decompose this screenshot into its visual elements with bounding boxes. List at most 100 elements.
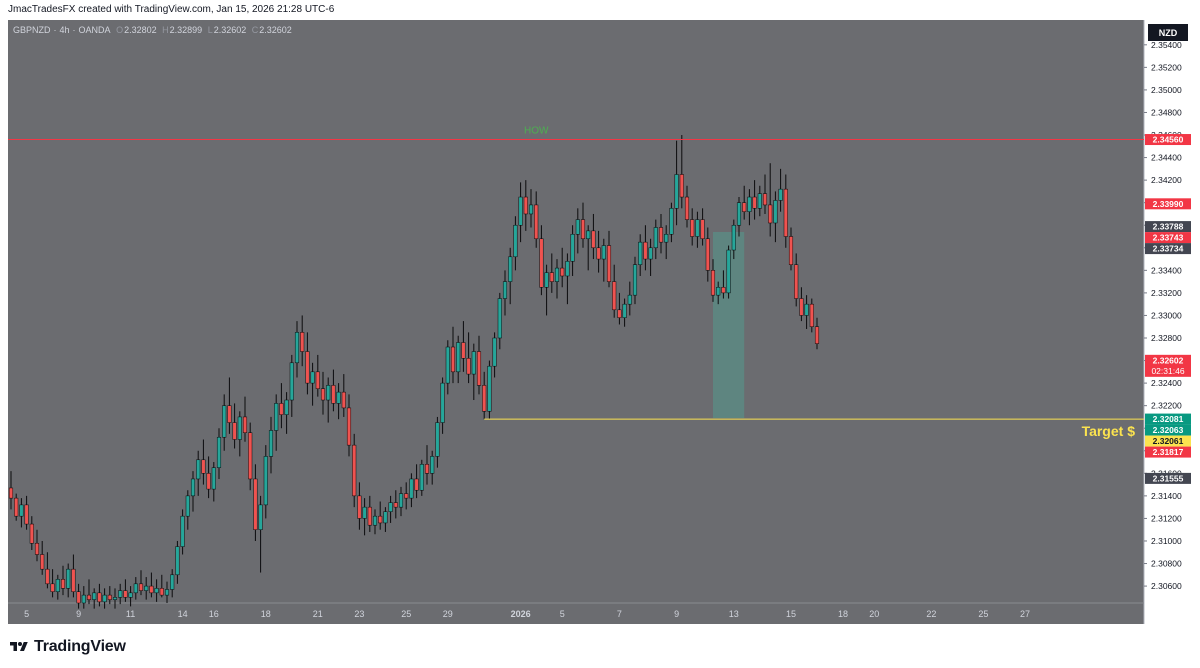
candle-up [456,342,461,373]
candle-up [638,241,643,265]
price-label-badge [1145,424,1191,436]
y-tick-label: 2.35400 [1151,40,1182,50]
candle-up [180,515,185,547]
candle-down [378,515,383,524]
target-label: Target $ [1082,423,1136,439]
price-chart[interactable]: HOW Target $ 2.30600 2.30800 2.31000 2.31200… [8,20,1192,624]
candle-up [716,287,721,296]
legend-open-label: O [116,25,124,35]
x-tick-label: 25 [401,609,411,619]
candle-up [362,506,367,519]
price-label-badge [1145,134,1191,146]
price-label: 2.33788 [1153,222,1184,232]
candle-up [263,456,268,506]
y-tick-label: 2.34400 [1151,153,1182,163]
candle-up [653,227,658,249]
candle-up [102,594,107,603]
y-tick-label: 2.32400 [1151,378,1182,388]
candle-down [29,523,34,544]
time-axis-background [8,603,1144,624]
candle-up [268,430,274,457]
candle-down [76,591,81,604]
price-label-badge [1145,198,1191,210]
y-tick-label: 2.35200 [1151,62,1182,72]
candle-down [721,287,726,294]
candle-up [154,588,159,594]
candle-down [300,332,305,352]
chart-frame[interactable]: HOW Target $ 2.30600 2.30800 2.31000 2.31200… [8,20,1192,624]
candle-down [768,204,773,224]
candle-down [159,588,164,596]
candle-up [112,597,118,600]
candle-up [258,504,263,530]
candle-up [118,590,123,598]
candle-down [279,403,284,415]
candle-up [570,234,575,262]
tradingview-logo-icon [10,642,28,651]
candle-up [440,382,445,423]
candle-up [674,174,679,209]
candle-down [414,478,419,491]
candle-down [690,219,695,237]
price-label: 2.33743 [1153,233,1184,243]
x-tick-label: 2026 [511,609,531,619]
candle-up [409,478,414,499]
candle-down [357,495,362,519]
candle-up [55,579,60,592]
legend-separator: · [53,25,57,35]
candle-up [502,281,508,299]
candle-down [658,227,664,243]
candle-up [544,272,549,288]
candle-up [778,188,783,201]
candle-down [149,585,154,594]
chart-header: JmacTradesFX created with TradingView.co… [8,4,335,15]
y-tick-label: 2.34200 [1151,175,1182,185]
legend-symbol: GBPNZD [13,25,51,35]
price-label-badge [1145,472,1191,484]
candle-up [648,247,653,260]
legend-close-label: C [251,25,259,35]
candle-up [726,249,731,294]
candle-down [315,371,320,389]
candle-up [284,399,289,415]
x-tick-label: 14 [178,609,188,619]
candle-up [508,256,513,282]
y-tick-label: 2.32800 [1151,333,1182,343]
countdown-label: 02:31:46 [1151,366,1184,376]
candle-up [133,583,138,594]
x-tick-label: 11 [126,609,135,619]
candle-up [565,261,570,277]
candle-down [679,174,684,198]
candle-up [773,200,778,224]
y-tick-label: 2.33000 [1151,310,1182,320]
candle-down [320,388,326,401]
candle-up [419,464,424,491]
candle-down [107,594,112,600]
x-tick-label: 27 [1020,609,1030,619]
candle-up [222,405,227,438]
candle-down [138,583,144,591]
y-tick-label: 2.30800 [1151,559,1182,569]
candle-up [326,385,331,401]
price-label-badge [1145,221,1191,233]
x-tick-label: 23 [354,609,364,619]
candle-up [528,204,534,215]
x-tick-label: 20 [869,609,879,619]
candle-down [50,583,55,592]
y-tick-label: 2.31200 [1151,513,1182,523]
y-tick-label: 2.31000 [1151,536,1182,546]
candle-down [450,346,456,373]
candle-up [736,202,742,226]
price-label: 2.33734 [1153,244,1184,254]
candle-down [560,267,565,277]
candle-down [814,326,820,344]
candle-up [92,592,97,600]
candle-up [757,193,762,209]
candle-up [622,303,627,318]
candle-up [497,298,502,339]
legend-open: 2.32802 [124,25,157,35]
price-label-badge [1145,243,1191,255]
candle-down [799,298,804,316]
currency-badge[interactable] [1148,24,1188,41]
candle-up [513,224,518,258]
